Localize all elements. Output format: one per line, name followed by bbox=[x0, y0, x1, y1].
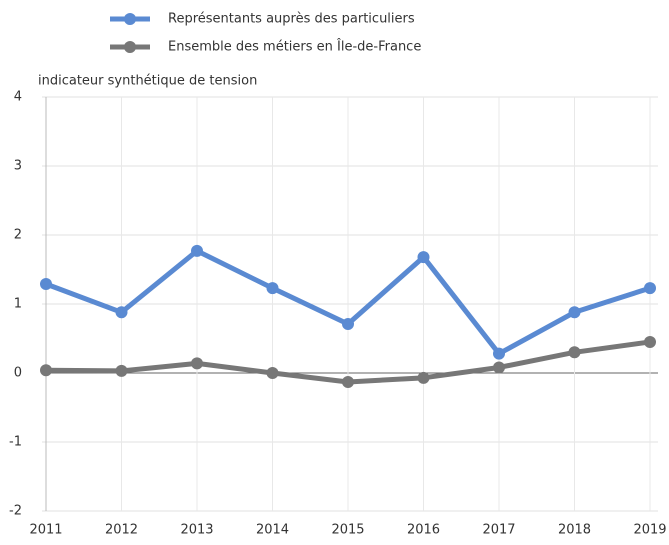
point bbox=[191, 244, 203, 257]
x-tick-label: 2018 bbox=[558, 523, 591, 538]
point bbox=[40, 364, 52, 377]
y-tick-label: -2 bbox=[9, 504, 22, 519]
point bbox=[417, 371, 430, 384]
x-tick-label: 2019 bbox=[633, 523, 666, 538]
legend-label: Ensemble des métiers en Île-de-France bbox=[168, 39, 421, 55]
y-tick-label: 4 bbox=[14, 90, 22, 105]
point bbox=[568, 306, 581, 319]
point bbox=[266, 282, 279, 295]
y-tick-label: 2 bbox=[14, 228, 22, 243]
point bbox=[40, 277, 52, 290]
x-tick-label: 2013 bbox=[180, 523, 213, 538]
point bbox=[266, 367, 279, 379]
y-axis-label: indicateur synthétique de tension bbox=[38, 74, 257, 89]
y-tick-label: 3 bbox=[14, 159, 22, 174]
point bbox=[115, 364, 128, 377]
point bbox=[115, 306, 128, 319]
x-tick-label: 2014 bbox=[256, 523, 289, 538]
point bbox=[342, 375, 354, 388]
y-tick-label: 1 bbox=[14, 297, 22, 312]
x-tick-label: 2012 bbox=[105, 523, 138, 538]
y-tick-label: -1 bbox=[9, 435, 22, 450]
y-tick-label: 0 bbox=[14, 366, 22, 381]
x-tick-label: 2016 bbox=[407, 523, 440, 538]
x-tick-label: 2017 bbox=[482, 523, 515, 538]
legend-marker bbox=[124, 41, 136, 53]
point bbox=[493, 347, 505, 360]
legend-marker bbox=[124, 13, 136, 25]
x-tick-label: 2015 bbox=[331, 523, 364, 538]
point bbox=[644, 282, 656, 295]
point bbox=[191, 357, 203, 370]
legend-label: Représentants auprès des particuliers bbox=[168, 12, 415, 27]
point bbox=[644, 335, 656, 348]
point bbox=[493, 361, 505, 374]
point bbox=[342, 318, 354, 331]
point bbox=[568, 346, 581, 359]
point bbox=[417, 251, 430, 264]
x-tick-label: 2011 bbox=[29, 523, 62, 538]
